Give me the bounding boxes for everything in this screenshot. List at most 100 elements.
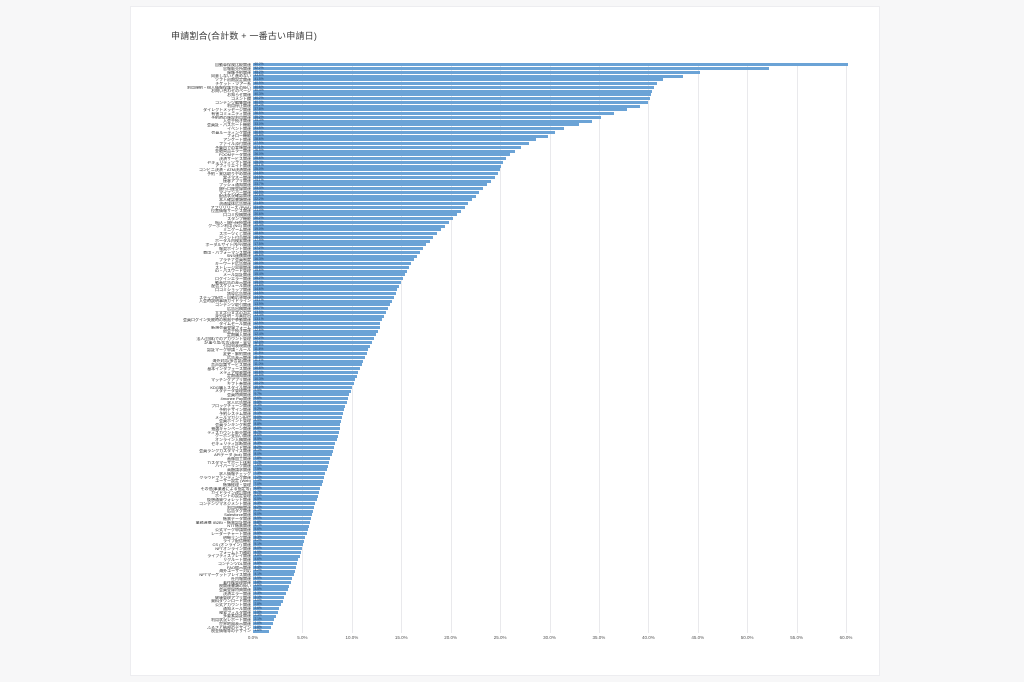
bar — [253, 164, 502, 168]
bar-row: 法人(団体)でのアカウント管理 12.2% — [196, 336, 846, 341]
bar-row: メールマガジン配信 9.0% — [215, 415, 846, 420]
bar — [253, 160, 504, 164]
gridline — [253, 63, 254, 633]
bar-value-label: 2.5% — [254, 609, 262, 614]
bar — [253, 475, 325, 479]
category-label: Salesforce関連 — [224, 513, 251, 517]
bar — [253, 367, 360, 371]
bar-value-label: 37.8% — [254, 107, 264, 111]
bar-value-label: 40.0% — [254, 99, 264, 104]
bar-value-label: 14.8% — [254, 283, 264, 288]
category-label: お知らせ関連 — [227, 93, 251, 97]
bar — [253, 337, 374, 341]
bar — [253, 404, 345, 408]
bar-row: お問い合わせのページ 40.4% — [211, 88, 846, 93]
bar-row: 自動車保険比較関連 60.2% — [215, 62, 848, 67]
category-label: 金融商品エラー関連 — [215, 149, 251, 153]
bar — [253, 400, 347, 404]
bar — [253, 269, 408, 273]
bar — [253, 194, 477, 198]
bar-row: NFTオンライン関連 5.0% — [215, 546, 846, 551]
bar-value-label: 23.7% — [254, 182, 264, 186]
category-label: ギフト券関連 — [227, 381, 251, 386]
bar-row: 公式アカウント関連 2.8% — [215, 602, 846, 607]
bar-row: 会員ルーティング関連 30.6% — [211, 130, 846, 135]
bar — [253, 100, 649, 104]
bar — [253, 543, 304, 547]
bar — [253, 183, 488, 187]
bar-row: ポイント付与関連 18.2% — [219, 235, 846, 240]
bar-value-label: 3.0% — [254, 598, 262, 603]
gridline — [302, 63, 304, 633]
bar-row: 予約・来店取りやめ関連 24.8% — [207, 171, 846, 176]
bar-row: 社内報関連 3.9% — [231, 576, 846, 581]
bar-value-label: 11.5% — [254, 350, 264, 355]
category-label: 会員ポイント管理 — [219, 419, 251, 423]
bar-value-label: 5.1% — [254, 542, 262, 546]
bar-row: 高額請求関連 7.5% — [227, 467, 846, 472]
bar-value-label: 39.2% — [254, 103, 264, 108]
category-label: 本人確認書類関連 — [219, 198, 251, 202]
bar-value-label: 14.6% — [254, 287, 264, 291]
bar — [253, 565, 297, 569]
category-label: ミニゲーム関連 — [223, 228, 251, 232]
bar-value-label: 22.6% — [254, 193, 264, 198]
bar-row: 会員特典関連 9.7% — [227, 392, 846, 397]
category-label: クラウドファンディング関連 — [199, 475, 251, 480]
x-axis-tick-label: 40.0% — [641, 635, 655, 640]
bar-value-label: 8.7% — [254, 429, 262, 434]
bar-value-label: 5.9% — [254, 515, 262, 520]
bar — [253, 232, 437, 236]
gridline — [648, 63, 650, 633]
category-label: メール認証関連 — [223, 273, 251, 277]
category-label: 公式アカウント関連 — [215, 603, 251, 607]
bar-value-label: 15.0% — [254, 279, 264, 284]
gridline — [351, 63, 353, 633]
category-label: ストレージ容量関連 — [215, 265, 251, 270]
category-label: ライブディスプレイ関連 — [207, 554, 251, 558]
bar-row: 会員証・パスポート機能 33.0% — [207, 122, 846, 127]
bar-row: ガイドライン改訂関連 6.7% — [211, 490, 846, 495]
category-label: 官報販売所関連 — [223, 66, 251, 71]
category-label: コンテンツ編集関連 — [215, 100, 251, 105]
bar-row: コンテンツ編集関連 40.0% — [215, 99, 846, 105]
bar-value-label: 40.9% — [254, 80, 264, 85]
bar-value-label: 10.5% — [254, 373, 264, 378]
bar-row: 音声認識サービス関連 11.0% — [211, 362, 846, 367]
bar-row: 抽選キャンペーン関連 8.8% — [211, 426, 846, 431]
bar-row: 広告出稿関連 13.7% — [227, 306, 846, 311]
bar — [253, 70, 700, 74]
category-label: 健康管理アプリ関連 — [215, 595, 251, 600]
bar-value-label: 20.6% — [254, 212, 264, 216]
bar-row: 著作権管理関連 3.8% — [223, 580, 846, 585]
bar-row: 官報販売所関連 52.2% — [223, 66, 846, 71]
category-label: 身分証明・写真提出 — [215, 314, 251, 318]
bar-row: 振込・銀行接続関連 19.8% — [215, 220, 846, 225]
category-label: 通知メール関連 — [223, 606, 251, 611]
bar — [253, 104, 641, 108]
bar-row: 明細リンク関連 5.3% — [223, 535, 846, 540]
bar — [253, 453, 333, 457]
x-axis-tick-label: 35.0% — [592, 635, 606, 640]
category-label: 決済サービス関連 — [219, 156, 251, 161]
category-label: 記事引用(広告)表現・発見 — [204, 340, 251, 345]
bar-row: 業務連携 (B2B)・帳票認証関連 5.8% — [196, 520, 846, 525]
bar — [253, 595, 284, 599]
bar-value-label: 17.5% — [254, 242, 264, 246]
bar-value-label: 24.5% — [254, 174, 264, 179]
category-label: コメント欄 — [231, 96, 251, 101]
bar-value-label: 26.5% — [254, 148, 264, 153]
bar — [253, 258, 415, 262]
bar-row: 広告タグ関連 6.1% — [227, 508, 846, 513]
bar-value-label: 45.2% — [254, 69, 264, 74]
category-label: NFTマーケットプレイス関連 — [199, 573, 251, 577]
category-label: 画像加工関連 — [227, 456, 251, 461]
bar — [253, 573, 294, 577]
bar — [253, 378, 355, 382]
bar-value-label: 5.5% — [254, 530, 262, 535]
bar-row: リクルート関連 4.6% — [223, 557, 846, 562]
bar-value-label: 12.6% — [254, 328, 264, 333]
bar-row: 健康管理アプリ関連 3.1% — [215, 595, 846, 600]
bar — [253, 385, 352, 389]
bar-value-label: 6.2% — [254, 504, 262, 509]
